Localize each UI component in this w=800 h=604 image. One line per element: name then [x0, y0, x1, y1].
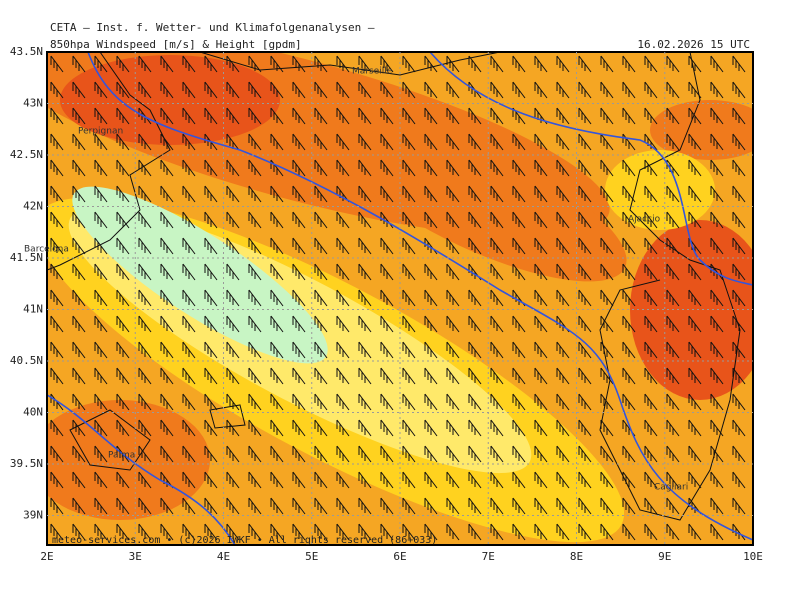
y-tick-label: 43N — [23, 97, 43, 110]
y-tick-label: 42N — [23, 200, 43, 213]
footer: meteo-services.com • (c)2026 IWKF • All … — [52, 535, 437, 546]
field — [47, 52, 753, 545]
x-tick-label: 7E — [482, 550, 495, 563]
city-label: Perpignan — [78, 127, 123, 137]
city-label: Ajaccio — [628, 215, 661, 225]
y-tick-label: 39.5N — [10, 457, 43, 470]
city-label: Palma — [108, 451, 135, 461]
y-tick-label: 41N — [23, 303, 43, 316]
height-contours — [47, 52, 753, 545]
x-tick-label: 10E — [743, 550, 763, 563]
y-tick-label: 41.5N — [10, 251, 43, 264]
x-tick-label: 9E — [658, 550, 671, 563]
x-tick-label: 2E — [40, 550, 53, 563]
city-label: Cagliari — [654, 483, 688, 493]
header-line1: CETA — Inst. f. Wetter- und Klimafolgena… — [50, 21, 375, 34]
y-tick-label: 40.5N — [10, 354, 43, 367]
x-tick-label: 8E — [570, 550, 583, 563]
x-tick-label: 6E — [393, 550, 406, 563]
y-tick-label: 39N — [23, 509, 43, 522]
graticule — [47, 52, 753, 545]
x-tick-label: 4E — [217, 550, 230, 563]
valid-time: 16.02.2026 15 UTC — [637, 38, 750, 51]
x-tick-label: 3E — [129, 550, 142, 563]
y-tick-label: 42.5N — [10, 148, 43, 161]
y-tick-label: 40N — [23, 406, 43, 419]
city-label: Barcelona — [24, 245, 69, 255]
y-tick-label: 43.5N — [10, 45, 43, 58]
x-tick-label: 5E — [305, 550, 318, 563]
header-line2: 850hpa Windspeed [m/s] & Height [gpdm] — [50, 38, 302, 51]
city-label: Marseille — [352, 67, 393, 77]
